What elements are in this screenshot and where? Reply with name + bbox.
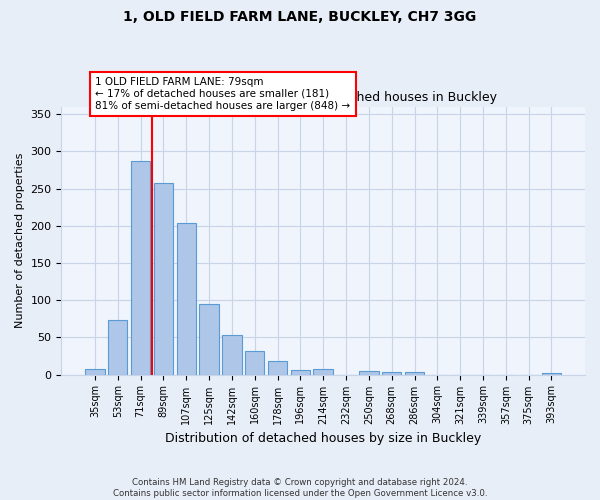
Bar — [268, 361, 287, 374]
Title: Size of property relative to detached houses in Buckley: Size of property relative to detached ho… — [150, 92, 497, 104]
Bar — [176, 223, 196, 374]
Bar — [108, 320, 127, 374]
Bar — [245, 351, 265, 374]
Bar — [85, 368, 104, 374]
Bar — [222, 335, 242, 374]
Bar — [359, 371, 379, 374]
Y-axis label: Number of detached properties: Number of detached properties — [15, 153, 25, 328]
Text: 1, OLD FIELD FARM LANE, BUCKLEY, CH7 3GG: 1, OLD FIELD FARM LANE, BUCKLEY, CH7 3GG — [124, 10, 476, 24]
Bar — [199, 304, 219, 374]
Bar — [405, 372, 424, 374]
Bar — [542, 373, 561, 374]
Bar — [382, 372, 401, 374]
Bar — [131, 161, 150, 374]
Bar — [313, 370, 333, 374]
X-axis label: Distribution of detached houses by size in Buckley: Distribution of detached houses by size … — [165, 432, 481, 445]
Text: 1 OLD FIELD FARM LANE: 79sqm
← 17% of detached houses are smaller (181)
81% of s: 1 OLD FIELD FARM LANE: 79sqm ← 17% of de… — [95, 78, 350, 110]
Bar — [154, 182, 173, 374]
Bar — [290, 370, 310, 374]
Text: Contains HM Land Registry data © Crown copyright and database right 2024.
Contai: Contains HM Land Registry data © Crown c… — [113, 478, 487, 498]
